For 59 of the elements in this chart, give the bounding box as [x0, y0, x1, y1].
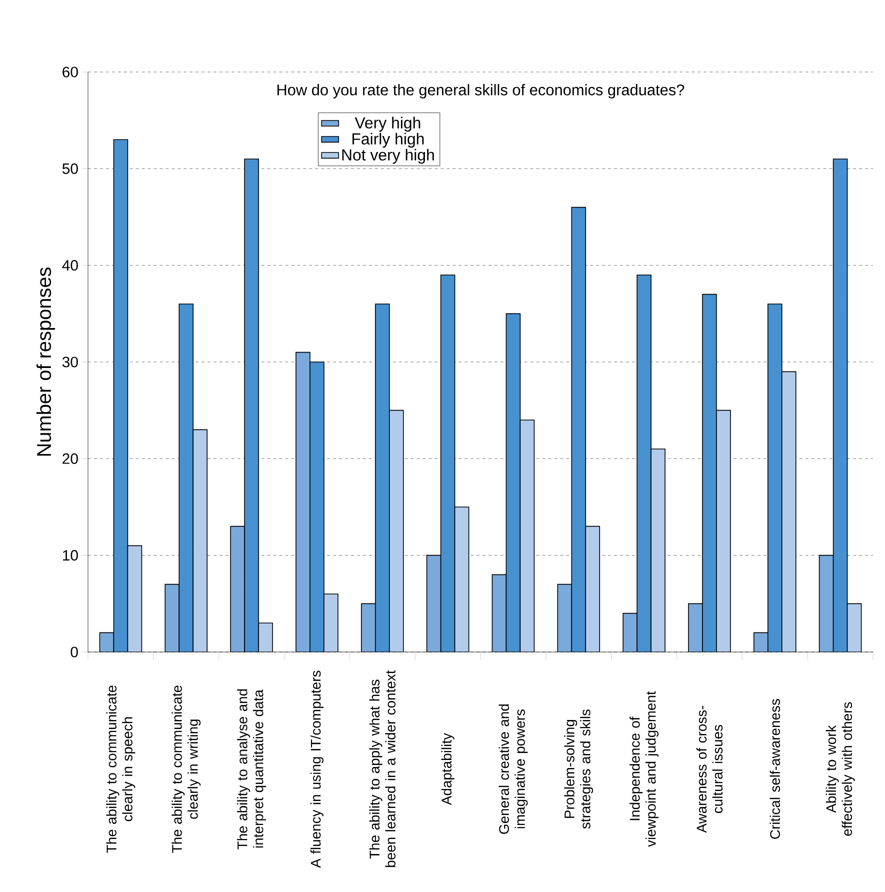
y-tick-label: 0: [70, 646, 78, 658]
x-tick-label: The ability to analyse and interpret quantitative data: [237, 689, 266, 850]
bar: [440, 274, 456, 652]
y-tick-label: 20: [62, 453, 78, 464]
bar: [296, 352, 310, 652]
x-tick-label: Awareness of cross-cultural issues: [696, 706, 723, 833]
bar: [113, 139, 128, 652]
bar: [781, 371, 796, 652]
x-tick-label: The ability to apply what has been learned in a wider context: [369, 670, 396, 867]
bar: [702, 294, 717, 652]
bar: [374, 304, 390, 652]
bar: [244, 158, 259, 652]
bar: [492, 574, 507, 652]
bar: [846, 603, 862, 652]
bar: [360, 603, 376, 652]
x-tick-label: The ability to communicate clearly in writing: [172, 686, 201, 853]
x-tick-label: Problem-solving strategies and skils: [564, 709, 594, 829]
legend-label: Not very high: [342, 148, 434, 164]
x-tick-label: The ability to communicate clearly in speech: [106, 686, 136, 853]
bar: [585, 526, 600, 652]
bar: [178, 304, 194, 652]
bar: [520, 420, 535, 652]
y-tick-label: 30: [62, 356, 78, 368]
y-tick-label: 10: [63, 550, 78, 561]
bar: [164, 584, 180, 652]
y-tick-label: 50: [62, 163, 78, 174]
x-tick-label: A fluency in using IT/computers: [310, 670, 324, 868]
bar: [688, 603, 703, 652]
y-tick-label: 60: [62, 66, 78, 78]
legend-label: Very high: [354, 116, 420, 132]
bar: [192, 429, 208, 652]
bar: [716, 410, 731, 652]
bar: [310, 362, 324, 652]
bar: [818, 554, 834, 652]
bar: [622, 612, 638, 652]
text: How do you rate the general skills of economics graduates?: [277, 84, 684, 98]
x-tick-label: Ability to work effectively with others: [826, 702, 855, 836]
x-tick-label: General creative and imaginative powers: [498, 704, 528, 834]
y-axis-title: Number of responses: [36, 268, 56, 456]
bar: [557, 584, 572, 652]
bar: [388, 410, 404, 652]
x-tick-label: Adaptability: [441, 733, 454, 806]
bar: [258, 622, 273, 652]
bar: [636, 274, 652, 652]
x-tick-label: Independence of viewpoint and judgement: [630, 691, 659, 847]
bar: [650, 448, 666, 652]
bar: [767, 304, 782, 652]
bar: [506, 313, 521, 652]
legend-label: Fairly high: [352, 132, 424, 148]
bar: [99, 632, 114, 652]
y-tick-label: 40: [62, 260, 78, 271]
bar: [571, 206, 586, 652]
bar: [324, 594, 338, 652]
bar: [230, 526, 245, 652]
bar: [832, 158, 848, 652]
bar: [426, 554, 442, 652]
x-tick-label: Critical self-awareness: [770, 699, 780, 839]
bar: [454, 506, 470, 652]
bar: [127, 545, 142, 652]
